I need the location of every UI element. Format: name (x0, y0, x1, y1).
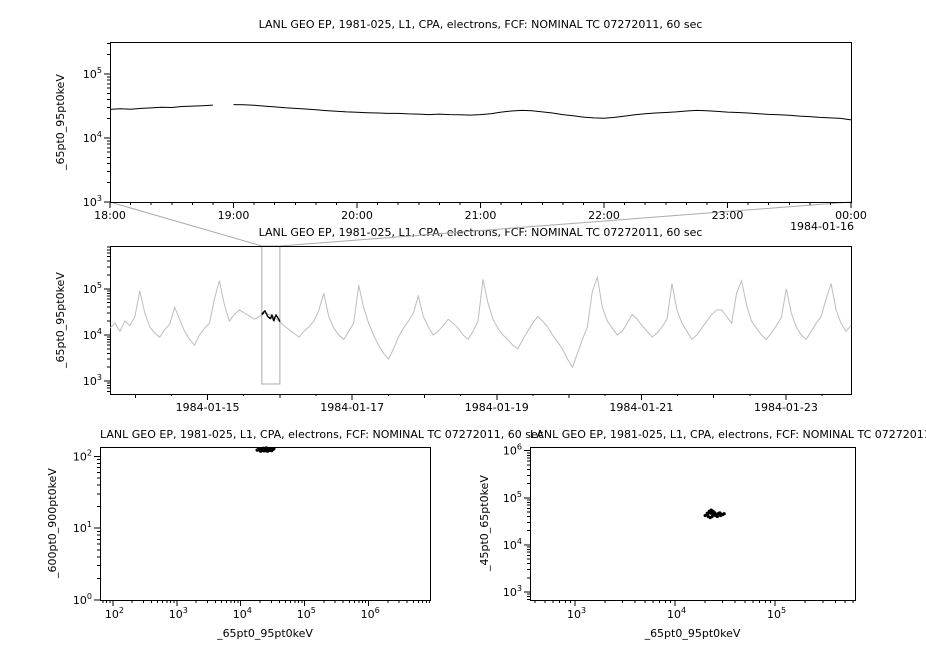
scatter-right-plot[interactable]: 103 104 105 106 103 104 105 (503, 443, 856, 621)
svg-text:106: 106 (361, 606, 380, 621)
svg-text:102: 102 (105, 606, 124, 621)
svg-text:103: 103 (83, 194, 102, 209)
context-plot[interactable]: 103 104 105 1984-01-15 1984-01-17 1984-01-19 1… (83, 246, 852, 415)
svg-text:1984-01-15: 1984-01-15 (176, 401, 240, 414)
svg-text:100: 100 (73, 592, 92, 607)
svg-text:21:00: 21:00 (465, 209, 497, 222)
svg-text:105: 105 (83, 281, 102, 296)
svg-text:23:00: 23:00 (712, 209, 744, 222)
scatter-right-xlabel: _65pt0_95pt0keV (644, 627, 741, 640)
svg-text:105: 105 (503, 490, 522, 505)
scatter-left-plot[interactable]: 100 101 102 102 103 104 105 106 (73, 446, 431, 621)
svg-text:19:00: 19:00 (218, 209, 250, 222)
svg-text:103: 103 (567, 606, 586, 621)
svg-text:103: 103 (503, 584, 522, 599)
svg-text:104: 104 (83, 130, 102, 145)
svg-text:1984-01-23: 1984-01-23 (754, 401, 818, 414)
svg-text:105: 105 (83, 66, 102, 81)
context-plot-title: LANL GEO EP, 1981-025, L1, CPA, electron… (258, 226, 703, 239)
svg-text:103: 103 (169, 606, 188, 621)
svg-text:103: 103 (83, 373, 102, 388)
svg-text:104: 104 (667, 606, 686, 621)
svg-text:101: 101 (73, 520, 92, 535)
zoom-connector (109, 201, 852, 385)
svg-text:22:00: 22:00 (588, 209, 620, 222)
scatter-right-title: LANL GEO EP, 1981-025, L1, CPA, electron… (530, 428, 926, 441)
svg-text:1984-01-17: 1984-01-17 (320, 401, 384, 414)
svg-text:102: 102 (73, 448, 92, 463)
svg-text:18:00: 18:00 (94, 209, 126, 222)
overview-plot-title: LANL GEO EP, 1981-025, L1, CPA, electron… (258, 18, 703, 31)
svg-text:105: 105 (297, 606, 316, 621)
scatter-left-xlabel: _65pt0_95pt0keV (217, 627, 313, 640)
svg-text:104: 104 (233, 606, 252, 621)
svg-text:1984-01-21: 1984-01-21 (609, 401, 673, 414)
svg-text:00:00: 00:00 (835, 209, 867, 222)
svg-text:104: 104 (83, 327, 102, 342)
svg-text:20:00: 20:00 (341, 209, 373, 222)
svg-text:104: 104 (503, 537, 522, 552)
overview-plot[interactable]: 103 104 105 18:00 19:00 20:00 21:00 22:00 23:00 0… (83, 42, 867, 223)
svg-text:1984-01-19: 1984-01-19 (465, 401, 529, 414)
svg-text:106: 106 (503, 443, 522, 458)
overview-axis-date-label: 1984-01-16 (790, 220, 854, 233)
svg-text:105: 105 (767, 606, 786, 621)
